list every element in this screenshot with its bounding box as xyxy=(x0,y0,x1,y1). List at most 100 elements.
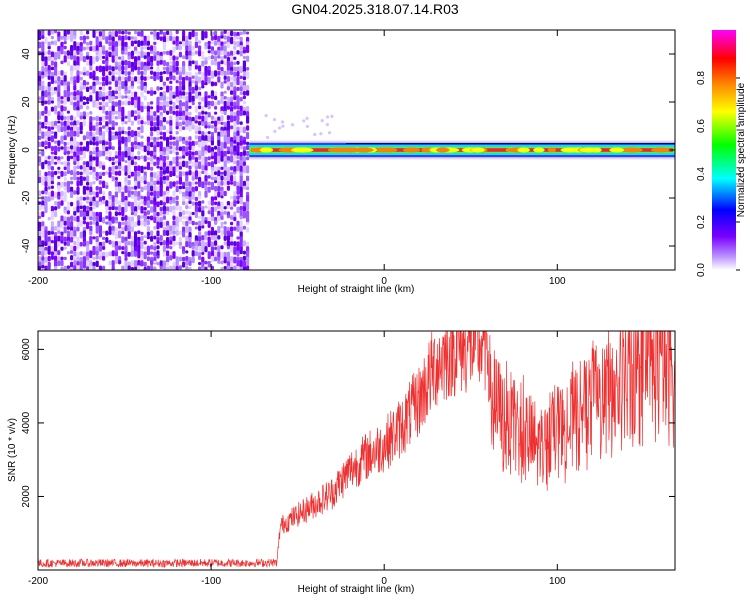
spectrogram-cell xyxy=(236,105,240,110)
spectrogram-cell xyxy=(246,205,250,211)
spectrogram-cell xyxy=(118,91,122,99)
spectrogram-cell xyxy=(38,245,42,251)
spectrogram-y-tick-label: 40 xyxy=(21,48,32,60)
spectrogram-cell xyxy=(41,45,45,54)
spectrogram-cell xyxy=(130,130,134,138)
spectrogram-cell xyxy=(169,35,173,41)
spectrogram-cell xyxy=(60,121,64,126)
spectrogram-cell xyxy=(226,180,230,186)
spectrogram-cell xyxy=(121,55,125,62)
spectrogram-cell xyxy=(217,126,221,131)
spectrogram-cell xyxy=(102,145,106,150)
spectrogram-cell xyxy=(223,35,227,40)
spectrogram-cell xyxy=(70,115,74,121)
spectrogram-cell xyxy=(246,141,250,146)
spectrogram-cell xyxy=(159,216,163,224)
spectrogram-cell xyxy=(230,256,234,264)
spectrogram-cell xyxy=(175,35,179,43)
spectrogram-cell xyxy=(188,170,192,176)
spectrogram-cell xyxy=(118,230,122,239)
spectrogram-cell xyxy=(137,60,141,66)
spectrogram-cell xyxy=(38,130,42,135)
spectrogram-cell xyxy=(118,211,122,216)
spectrogram-cell xyxy=(156,175,160,183)
spectrogram-cell xyxy=(47,141,51,149)
spectrogram-cell xyxy=(82,115,86,120)
spectrogram-cell xyxy=(162,95,166,102)
spectrogram-cell xyxy=(137,126,141,130)
spectrogram-cell xyxy=(214,220,218,225)
spectrogram-cell xyxy=(239,96,243,102)
spectrogram-cell xyxy=(217,170,221,178)
spectrogram-cell xyxy=(89,186,93,194)
spectrogram-cell xyxy=(207,76,211,84)
spectrogram-cell xyxy=(76,190,80,195)
spectrogram-cell xyxy=(137,40,141,48)
spectrogram-cell xyxy=(169,145,173,150)
spectrogram-cell xyxy=(82,216,86,221)
spectrogram-cell xyxy=(140,250,144,257)
spectrogram-cell xyxy=(156,141,160,148)
spectrogram-cell xyxy=(233,151,237,156)
spectrogram-cell xyxy=(63,181,67,187)
spectrogram-cell xyxy=(214,101,218,107)
spectrogram-cell xyxy=(111,265,115,270)
spectrogram-cell xyxy=(111,220,115,224)
spectrogram-cell xyxy=(92,30,96,38)
spectrogram-cell xyxy=(63,131,67,137)
spectrogram-cell xyxy=(236,250,240,257)
spectrogram-cell xyxy=(169,60,173,65)
spectrogram-cell xyxy=(162,230,166,236)
spectrogram-cell xyxy=(89,135,93,142)
spectrogram-cell xyxy=(105,36,109,45)
spectrogram-cell xyxy=(134,235,138,243)
spectrogram-cell xyxy=(223,45,227,53)
spectrogram-cell xyxy=(70,236,74,243)
spectrogram-cell xyxy=(114,155,118,159)
spectrogram-cell xyxy=(44,60,48,67)
spectrogram-cell xyxy=(175,156,179,162)
spectrogram-cell xyxy=(220,45,224,51)
spectrogram-cell xyxy=(86,186,90,191)
spectrogram-cell xyxy=(175,45,179,50)
spectrogram-cell xyxy=(82,40,86,44)
spectrogram-cell xyxy=(153,111,157,117)
spectrogram-cell xyxy=(204,111,208,115)
spectrogram-cell xyxy=(178,216,182,223)
spectrogram-cell xyxy=(153,216,157,224)
spectrogram-cell xyxy=(185,250,189,254)
spectrogram-cell xyxy=(70,230,74,237)
spectrogram-cell xyxy=(38,30,42,37)
spectrogram-cell xyxy=(153,235,157,240)
spectrogram-cell xyxy=(47,46,51,50)
spectrogram-cell xyxy=(246,226,250,233)
spectrogram-cell xyxy=(111,240,115,248)
spectrogram-cell xyxy=(86,245,90,253)
spectrogram-cell xyxy=(204,246,208,253)
spectrogram-cell xyxy=(239,126,243,133)
spectrogram-cell xyxy=(233,211,237,219)
spectrogram-cell xyxy=(146,61,150,67)
spectrogram-cell xyxy=(130,156,134,162)
signal-band-blob xyxy=(621,147,643,153)
spectrogram-cell xyxy=(166,225,170,232)
spectrogram-cell xyxy=(86,30,90,35)
spectrogram-cell xyxy=(76,161,80,167)
spectrogram-cell xyxy=(70,55,74,60)
spectrogram-cell xyxy=(146,101,150,107)
spectrogram-cell xyxy=(118,165,122,170)
spectrogram-cell xyxy=(246,195,250,203)
spectrogram-cell xyxy=(172,65,176,73)
spectrogram-cell xyxy=(198,65,202,72)
spectrogram-cell xyxy=(156,75,160,80)
spectrogram-cell xyxy=(137,66,141,71)
spectrogram-cell xyxy=(172,141,176,146)
spectrogram-cell xyxy=(242,110,246,116)
spectrogram-cell xyxy=(242,76,246,81)
spectrogram-cell xyxy=(76,200,80,207)
spectrogram-cell xyxy=(70,155,74,160)
spectrogram-cell xyxy=(156,136,160,141)
spectrogram-cell xyxy=(137,220,141,226)
spectrogram-cell xyxy=(114,191,118,199)
spectrogram-cell xyxy=(188,141,192,148)
